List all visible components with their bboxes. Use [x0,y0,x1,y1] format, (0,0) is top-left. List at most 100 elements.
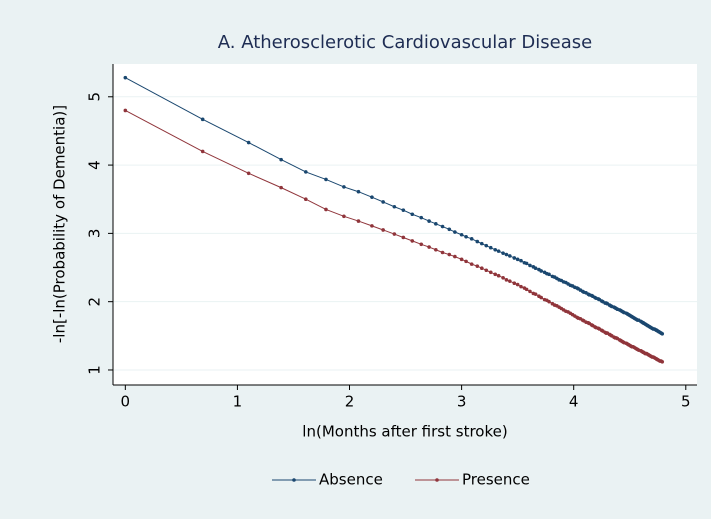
data-point [453,254,457,259]
data-point [524,287,529,292]
data-point [475,239,480,244]
y-tick-label: 5 [86,92,104,102]
data-point [410,239,415,243]
data-point [200,117,205,122]
data-point [496,273,501,278]
data-point [515,257,520,262]
data-point [484,243,489,248]
data-point [381,228,385,232]
data-point [427,219,431,223]
data-point [427,245,431,249]
data-point [501,275,505,280]
data-point [519,284,523,289]
data-point [488,270,493,275]
data-point [479,241,484,246]
data-point [370,224,374,228]
data-point [493,272,498,277]
legend-label: Absence [319,471,383,489]
data-point [533,266,538,271]
data-point [508,279,512,283]
plot-area [113,64,697,385]
legend-marker [292,478,296,482]
data-point [493,247,498,252]
data-point [324,207,328,212]
data-point [123,108,128,113]
x-tick-label: 2 [345,393,355,411]
data-point [123,75,128,80]
legend-label: Presence [462,471,530,489]
y-tick-label: 3 [86,229,104,239]
data-point [356,219,361,223]
data-point [246,171,251,176]
data-point [660,331,665,336]
x-axis-label: ln(Months after first stroke) [302,423,507,441]
data-point [496,249,501,253]
data-point [469,237,474,241]
data-point [356,189,361,194]
data-point [484,268,489,273]
data-point [342,185,346,189]
data-point [279,157,283,162]
chart-title: A. Atherosclerotic Cardiovascular Diseas… [218,32,592,53]
data-point [464,234,468,239]
data-point [504,278,509,282]
data-point [246,140,251,145]
data-point [475,264,480,268]
data-point [508,254,512,258]
data-point [324,177,328,182]
x-tick-label: 1 [233,393,243,411]
data-point [459,257,464,262]
x-tick-label: 5 [681,393,691,411]
data-point [547,299,551,304]
data-point [528,263,532,268]
data-point [392,204,397,209]
data-point [419,215,424,220]
data-point [469,262,474,266]
data-point [539,295,543,300]
data-point [419,242,424,247]
data-point [200,149,205,154]
data-point [479,266,484,271]
y-tick-label: 4 [86,160,104,170]
data-point [279,185,283,190]
data-point [381,200,385,204]
data-point [547,272,551,277]
data-point [459,232,464,237]
data-point [453,230,457,234]
data-point [528,289,532,294]
data-point [524,261,529,266]
data-point [660,359,665,364]
legend-marker [435,478,439,482]
data-point [440,250,445,255]
data-point [370,195,374,199]
y-tick-label: 2 [86,297,104,307]
data-point [488,245,493,250]
x-tick-label: 4 [569,393,579,411]
data-point [401,208,406,212]
data-point [533,292,538,296]
data-point [519,258,523,263]
data-point [447,252,452,257]
x-tick-label: 3 [457,393,467,411]
data-point [447,227,452,232]
data-point [303,170,308,174]
data-point [504,252,509,257]
data-point [515,282,520,287]
data-point [434,247,438,252]
data-point [410,212,415,217]
data-point [434,222,438,226]
data-point [501,251,505,255]
data-point [512,281,517,286]
data-point [303,197,308,202]
data-point [342,214,346,219]
data-point [440,224,445,229]
y-axis-label: -ln[-ln(Probability of Dementia)] [51,105,69,343]
x-tick-label: 0 [121,393,131,411]
data-point [464,259,468,264]
data-point [512,256,517,260]
data-point [539,269,543,273]
y-tick-label: 1 [86,365,104,375]
data-point [392,232,397,236]
data-point [401,235,406,240]
